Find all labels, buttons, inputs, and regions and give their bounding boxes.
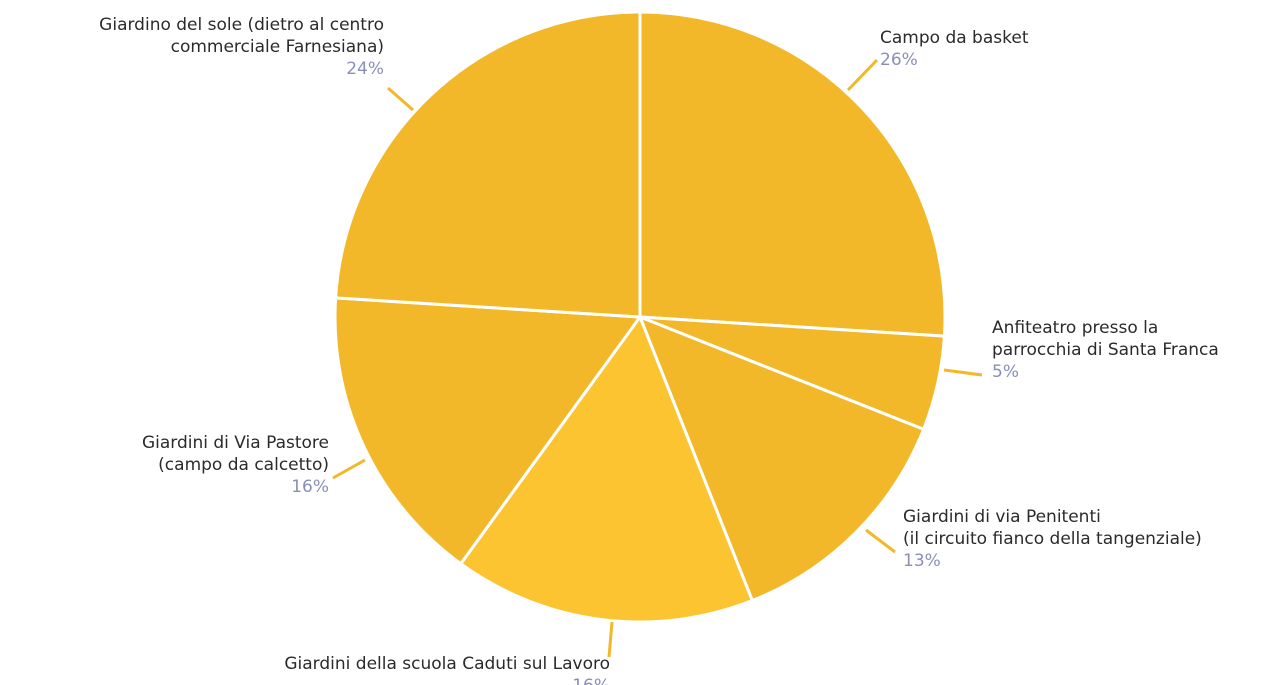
slice-label-name: Giardini della scuola Caduti sul Lavoro bbox=[284, 654, 610, 674]
slice-label-percent: 26% bbox=[880, 50, 918, 70]
slice-label: Giardini di Via Pastore (campo da calcett… bbox=[142, 433, 329, 497]
pie-slice bbox=[333, 296, 642, 566]
slice-label: Giardino del sole (dietro al centro comme… bbox=[99, 15, 384, 79]
slice-label-name: Anfiteatro presso la bbox=[992, 318, 1158, 338]
slice-label: Giardini di via Penitenti (il circuito fi… bbox=[903, 507, 1202, 571]
slice-label-percent: 13% bbox=[903, 551, 941, 571]
slice-label-name: Giardino del sole (dietro al centro bbox=[99, 15, 384, 35]
pie-slice bbox=[638, 315, 926, 603]
slice-label: Anfiteatro presso la parrocchia di Santa … bbox=[992, 318, 1219, 382]
pie-slice bbox=[334, 10, 642, 319]
leader-line bbox=[387, 86, 414, 112]
pie-slice bbox=[638, 10, 947, 338]
leader-line bbox=[846, 58, 879, 92]
slice-label: Giardini della scuola Caduti sul Lavoro 1… bbox=[284, 654, 610, 685]
leader-line bbox=[865, 528, 896, 554]
leader-line bbox=[943, 368, 983, 377]
leader-lines bbox=[332, 58, 983, 658]
slice-label-percent: 24% bbox=[346, 59, 384, 79]
slice-label-percent: 5% bbox=[992, 362, 1019, 382]
slice-labels: Campo da basket 26% Anfiteatro presso la pa… bbox=[99, 15, 1219, 685]
leader-line bbox=[607, 621, 614, 658]
slice-label-name: (il circuito fianco della tangenziale) bbox=[903, 529, 1202, 549]
slice-label-name: commerciale Farnesiana) bbox=[171, 37, 384, 57]
slice-label: Campo da basket 26% bbox=[880, 28, 1029, 70]
slice-label-name: Giardini di Via Pastore bbox=[142, 433, 329, 453]
slice-label-name: Giardini di via Penitenti bbox=[903, 507, 1101, 527]
pie-slices bbox=[333, 10, 947, 624]
slice-label-name: parrocchia di Santa Franca bbox=[992, 340, 1219, 360]
slice-label-name: (campo da calcetto) bbox=[158, 455, 329, 475]
slice-label-percent: 16% bbox=[572, 676, 610, 685]
slice-label-name: Campo da basket bbox=[880, 28, 1029, 48]
slice-label-percent: 16% bbox=[291, 477, 329, 497]
leader-line bbox=[332, 458, 366, 480]
pie-slice bbox=[459, 315, 754, 624]
